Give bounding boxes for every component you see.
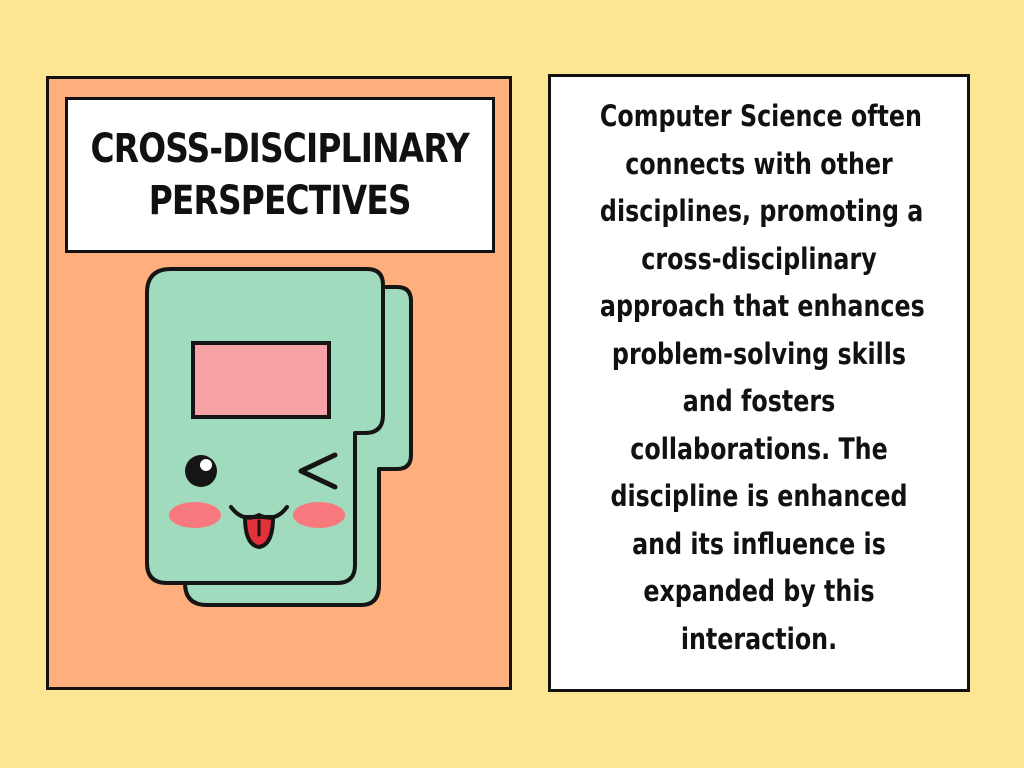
- description-line: expanded by this: [643, 574, 875, 608]
- page-title: CROSS-DISCIPLINARY PERSPECTIVES: [90, 123, 470, 227]
- description-line: connects with other: [625, 146, 893, 181]
- description-line: discipline is enhanced: [610, 479, 908, 513]
- right-cheek: [293, 502, 345, 528]
- title-line-2: PERSPECTIVES: [149, 178, 412, 224]
- description-line: and fosters: [682, 384, 836, 418]
- description-line: problem-solving skills: [611, 336, 907, 371]
- title-box: CROSS-DISCIPLINARY PERSPECTIVES: [65, 97, 495, 253]
- illustration-card: CROSS-DISCIPLINARY PERSPECTIVES: [46, 76, 512, 690]
- open-eye: [185, 455, 217, 487]
- winking-eye: [298, 452, 338, 490]
- description-line: cross-disciplinary: [641, 241, 877, 276]
- description-line: Computer Science often: [599, 99, 922, 133]
- left-cheek: [169, 502, 221, 528]
- description-line: disciplines, promoting a: [599, 194, 924, 228]
- title-line-1: CROSS-DISCIPLINARY: [90, 126, 470, 172]
- description-line: interaction.: [680, 621, 838, 656]
- description-card: Computer Science often connects with oth…: [548, 74, 970, 692]
- description-line: and its influence is: [632, 526, 886, 561]
- screen: [191, 341, 331, 419]
- description-line: approach that enhances: [599, 289, 925, 323]
- description-text: Computer Science often connects with oth…: [599, 93, 925, 663]
- mouth: [229, 505, 289, 520]
- kawaii-computer-icon: [145, 267, 413, 607]
- description-line: collaborations. The: [630, 431, 888, 466]
- eye-highlight: [200, 459, 212, 471]
